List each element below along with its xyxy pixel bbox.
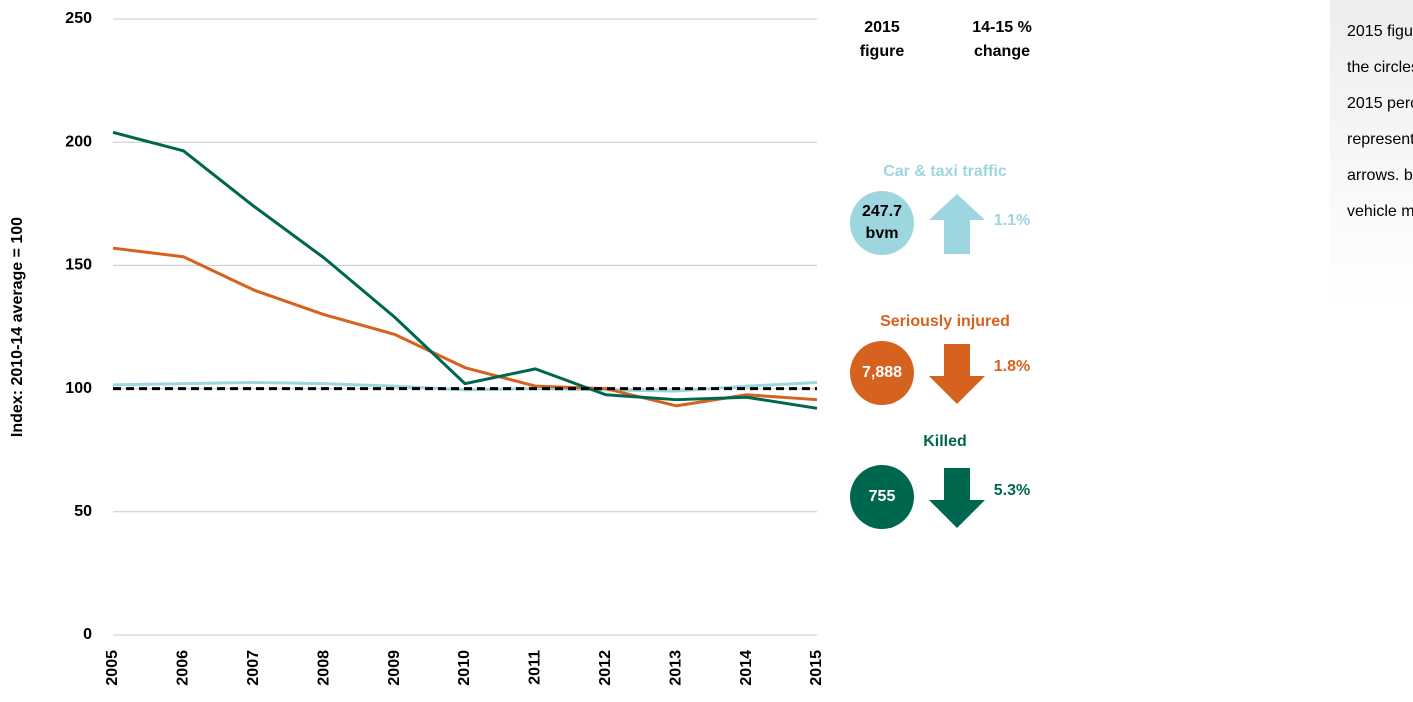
series-line bbox=[112, 130, 818, 410]
panel-header: 14-15 % bbox=[972, 19, 1032, 36]
figure-circle bbox=[850, 341, 914, 405]
x-tick-label: 2014 bbox=[738, 650, 755, 686]
note-box bbox=[1330, 0, 1413, 305]
panel-header: figure bbox=[860, 43, 905, 60]
x-tick-label: 2015 bbox=[808, 650, 825, 686]
x-tick-label: 2012 bbox=[597, 650, 614, 686]
y-tick-label: 250 bbox=[65, 10, 92, 27]
figure-value: 247.7 bbox=[862, 203, 902, 220]
panel-label: Killed bbox=[923, 433, 967, 450]
series-line bbox=[112, 246, 818, 408]
x-tick-label: 2006 bbox=[175, 650, 192, 686]
note-text: 2015 figures are shown in the circles wi… bbox=[1347, 23, 1413, 220]
change-value: 1.1% bbox=[994, 212, 1030, 229]
x-tick-label: 2005 bbox=[104, 650, 121, 686]
figure-value: 755 bbox=[869, 488, 896, 505]
panel-label: Car & taxi traffic bbox=[883, 163, 1007, 180]
figure-value: bvm bbox=[866, 225, 899, 242]
change-arrow bbox=[929, 194, 985, 254]
panel-label: Seriously injured bbox=[880, 313, 1010, 330]
y-tick-label: 200 bbox=[65, 133, 92, 150]
figure-value: 7,888 bbox=[862, 364, 902, 381]
y-tick-label: 50 bbox=[74, 503, 92, 520]
change-value: 1.8% bbox=[994, 358, 1030, 375]
change-arrow bbox=[929, 344, 985, 404]
y-tick-label: 100 bbox=[65, 380, 92, 397]
panel-header: change bbox=[974, 43, 1030, 60]
figure-circle bbox=[850, 191, 914, 255]
note: 2015 figures are shown in the circles wi… bbox=[1347, 23, 1413, 220]
y-tick-label: 0 bbox=[83, 626, 92, 643]
y-tick-label: 150 bbox=[65, 257, 92, 274]
x-tick-label: 2009 bbox=[386, 650, 403, 686]
panel-header: 2015 bbox=[864, 19, 900, 36]
change-arrow bbox=[929, 468, 985, 528]
x-tick-label: 2010 bbox=[456, 650, 473, 686]
x-tick-label: 2013 bbox=[667, 650, 684, 686]
change-value: 5.3% bbox=[994, 482, 1030, 499]
figure-circle bbox=[850, 465, 914, 529]
x-tick-label: 2011 bbox=[527, 650, 544, 685]
x-tick-label: 2007 bbox=[245, 650, 262, 686]
x-tick-label: 2008 bbox=[315, 650, 332, 686]
y-axis-label: Index: 2010-14 average = 100 bbox=[9, 217, 26, 437]
